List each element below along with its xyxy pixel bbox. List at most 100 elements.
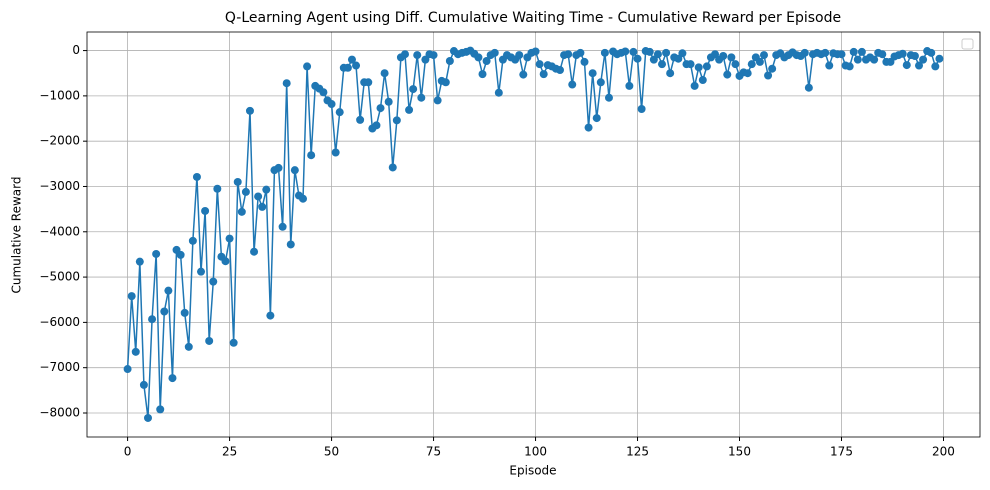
- data-point: [392, 116, 401, 125]
- data-point: [225, 234, 234, 243]
- x-tick-label: 0: [124, 445, 132, 459]
- data-point: [335, 108, 344, 117]
- data-point: [245, 106, 254, 115]
- data-point: [168, 374, 177, 383]
- data-point: [180, 308, 189, 317]
- data-point: [870, 55, 879, 64]
- data-point: [649, 55, 658, 64]
- x-tick-label: 125: [626, 445, 649, 459]
- data-point: [429, 51, 438, 60]
- data-point: [343, 63, 352, 72]
- data-point: [690, 81, 699, 90]
- data-point: [568, 80, 577, 89]
- data-point: [556, 66, 565, 75]
- data-point: [535, 60, 544, 69]
- legend-box: [961, 38, 974, 50]
- data-point: [421, 55, 430, 64]
- data-point: [702, 62, 711, 71]
- data-point: [531, 47, 540, 56]
- data-point: [135, 257, 144, 266]
- data-point: [286, 240, 295, 249]
- data-point: [233, 177, 242, 186]
- data-point: [290, 166, 299, 175]
- data-point: [474, 53, 483, 62]
- data-point: [519, 70, 528, 79]
- data-point: [184, 342, 193, 351]
- data-point: [666, 69, 675, 78]
- data-point: [148, 315, 157, 324]
- data-point: [250, 247, 259, 256]
- data-point: [254, 192, 263, 201]
- x-tick-label: 25: [222, 445, 237, 459]
- data-point: [719, 52, 728, 61]
- data-point: [164, 286, 173, 295]
- data-point: [441, 78, 450, 87]
- data-point: [209, 277, 218, 286]
- data-point: [686, 60, 695, 69]
- data-point: [176, 250, 185, 259]
- data-point: [698, 76, 707, 85]
- data-point: [662, 48, 671, 57]
- data-point: [127, 292, 136, 301]
- data-point: [490, 48, 499, 57]
- data-point: [857, 47, 866, 56]
- data-point: [821, 48, 830, 57]
- x-tick-label: 50: [324, 445, 339, 459]
- data-point: [653, 50, 662, 59]
- data-point: [445, 56, 454, 65]
- data-point: [731, 60, 740, 69]
- data-point: [188, 236, 197, 245]
- data-point: [478, 70, 487, 79]
- data-point: [515, 51, 524, 60]
- data-point: [156, 405, 165, 414]
- data-point: [621, 47, 630, 56]
- data-point: [327, 100, 336, 109]
- data-point: [674, 54, 683, 63]
- data-point: [604, 93, 613, 102]
- data-point: [759, 51, 768, 60]
- data-point: [747, 60, 756, 69]
- data-point: [853, 55, 862, 64]
- data-point: [482, 56, 491, 65]
- data-point: [915, 61, 924, 70]
- data-point: [143, 413, 152, 422]
- data-point: [564, 50, 573, 59]
- data-point: [584, 123, 593, 132]
- data-point: [303, 62, 312, 71]
- data-point: [241, 187, 250, 196]
- x-tick-label: 100: [524, 445, 547, 459]
- y-tick-label: −7000: [39, 360, 80, 374]
- data-point: [347, 55, 356, 64]
- x-tick-label: 75: [426, 445, 441, 459]
- data-point: [764, 71, 773, 80]
- data-point: [376, 104, 385, 113]
- data-point: [592, 114, 601, 123]
- data-point: [723, 70, 732, 79]
- data-point: [197, 267, 206, 276]
- data-point: [192, 172, 201, 181]
- y-tick-label: −3000: [39, 179, 80, 193]
- x-axis-label: Episode: [509, 464, 556, 478]
- y-tick-label: −1000: [39, 88, 80, 102]
- data-point: [405, 105, 414, 114]
- data-point: [755, 57, 764, 66]
- data-point: [266, 311, 275, 320]
- chart-title: Q-Learning Agent using Diff. Cumulative …: [225, 10, 841, 26]
- data-point: [413, 51, 422, 60]
- data-point: [645, 47, 654, 56]
- y-tick-label: −6000: [39, 315, 80, 329]
- data-point: [433, 96, 442, 105]
- data-point: [364, 78, 373, 87]
- data-point: [299, 194, 308, 203]
- data-point: [123, 365, 132, 374]
- data-point: [588, 69, 597, 78]
- data-point: [380, 69, 389, 78]
- data-point: [356, 115, 365, 124]
- data-point: [580, 57, 589, 66]
- data-point: [927, 48, 936, 57]
- data-point: [237, 207, 246, 216]
- data-point: [727, 53, 736, 62]
- data-point: [825, 61, 834, 70]
- data-point: [221, 257, 230, 266]
